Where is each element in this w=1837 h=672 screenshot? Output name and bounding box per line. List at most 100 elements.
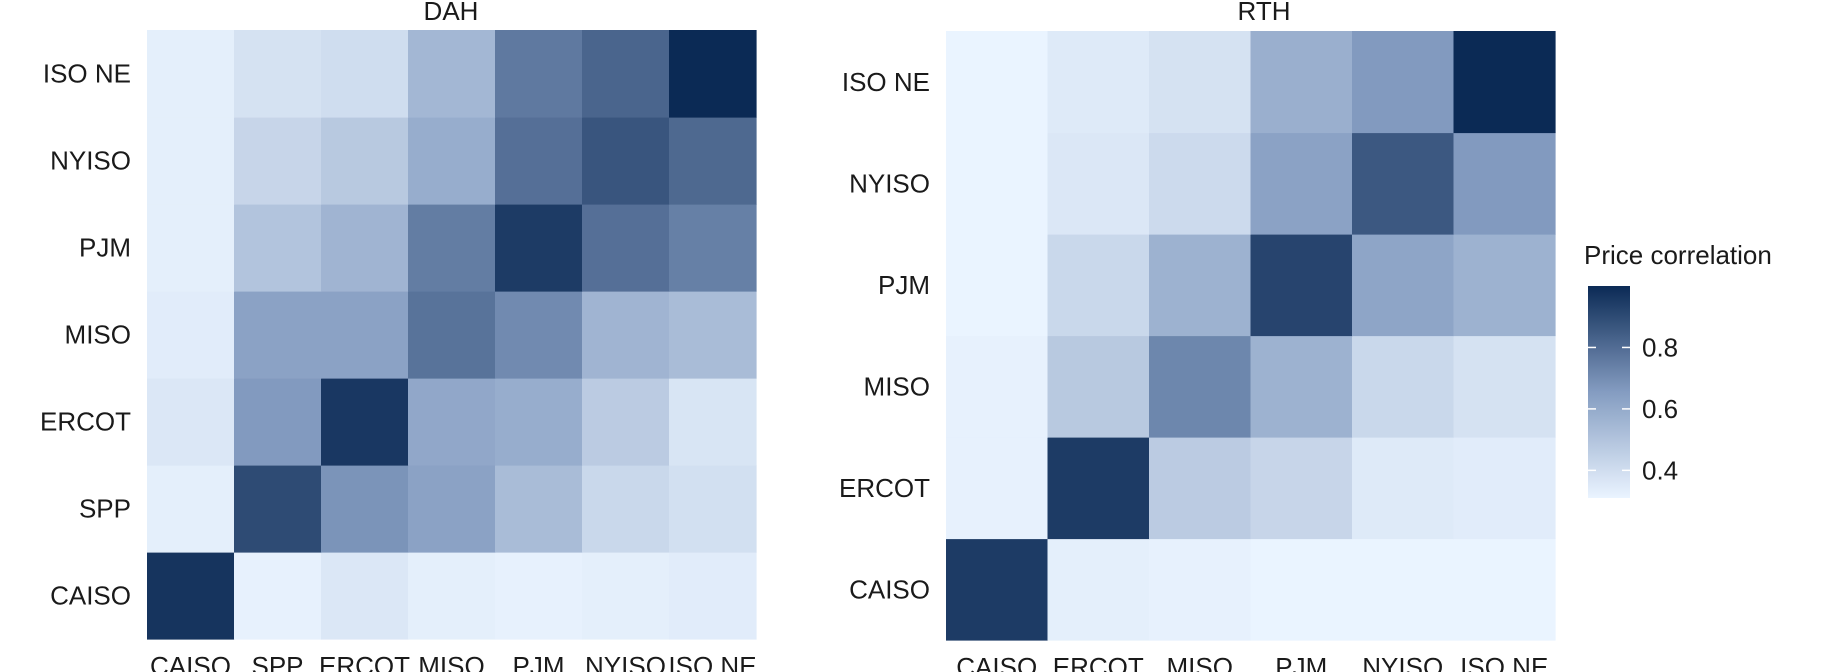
heatmap-cell bbox=[495, 552, 583, 640]
heatmap-cell bbox=[946, 437, 1049, 540]
legend-tick-label: 0.6 bbox=[1642, 394, 1678, 424]
heatmap-cell bbox=[147, 30, 235, 118]
heatmap-cell bbox=[321, 204, 409, 292]
heatmap-cell bbox=[495, 204, 583, 292]
legend-colorbar bbox=[1588, 286, 1630, 498]
heatmap-cell bbox=[669, 552, 757, 640]
heatmap-cell bbox=[669, 204, 757, 292]
y-tick-label: PJM bbox=[878, 270, 930, 300]
heatmap-cell bbox=[1352, 335, 1455, 438]
heatmap-cell bbox=[669, 465, 757, 553]
x-tick-label: ISO NE bbox=[668, 651, 756, 672]
heatmap-cell bbox=[1047, 31, 1150, 134]
x-tick-label: NYISO bbox=[585, 651, 666, 672]
heatmap-cell bbox=[234, 465, 322, 553]
heatmap-cell bbox=[1250, 132, 1353, 235]
heatmap-cell bbox=[234, 30, 322, 118]
heatmap-cell bbox=[669, 30, 757, 118]
x-tick-label: SPP bbox=[251, 651, 303, 672]
heatmap-cell bbox=[147, 117, 235, 205]
heatmap-cell bbox=[1149, 234, 1252, 337]
heatmap-cell bbox=[582, 291, 670, 379]
heatmap-cell bbox=[1250, 335, 1353, 438]
heatmap-cell bbox=[147, 465, 235, 553]
heatmap-cell bbox=[582, 465, 670, 553]
x-tick-label: MISO bbox=[418, 651, 484, 672]
heatmap-cell bbox=[669, 378, 757, 466]
y-tick-label: ISO NE bbox=[43, 59, 131, 89]
heatmap-cell bbox=[1453, 234, 1556, 337]
heatmap-cell bbox=[1250, 31, 1353, 134]
legend-tick-label: 0.4 bbox=[1642, 455, 1678, 485]
heatmap-cell bbox=[495, 30, 583, 118]
heatmap-cell bbox=[946, 132, 1049, 235]
heatmap-cell bbox=[1453, 335, 1556, 438]
heatmap-cell bbox=[669, 291, 757, 379]
heatmap-cell bbox=[495, 117, 583, 205]
x-tick-label: PJM bbox=[1275, 652, 1327, 672]
heatmap-panel-dah: DAH CAISO SPP ERCOT MISO PJM NYISO ISO NECAISO… bbox=[40, 0, 757, 672]
heatmap-cell bbox=[1352, 132, 1455, 235]
y-tick-label: PJM bbox=[79, 233, 131, 263]
heatmap-cell bbox=[1352, 234, 1455, 337]
panel-title: DAH bbox=[424, 0, 479, 26]
y-tick-label: NYISO bbox=[50, 146, 131, 176]
heatmap-cell bbox=[321, 378, 409, 466]
heatmap-cell bbox=[321, 291, 409, 379]
heatmap-cell bbox=[1352, 538, 1455, 641]
y-tick-label: MISO bbox=[864, 371, 930, 401]
heatmap-cell bbox=[582, 378, 670, 466]
heatmap-cell bbox=[1352, 437, 1455, 540]
heatmap-cell bbox=[1453, 437, 1556, 540]
heatmap-cell bbox=[1047, 234, 1150, 337]
heatmap-cell bbox=[946, 538, 1049, 641]
y-tick-label: ERCOT bbox=[839, 473, 930, 503]
x-tick-label: CAISO bbox=[956, 652, 1037, 672]
heatmap-cell bbox=[1352, 31, 1455, 134]
heatmap-cell bbox=[1149, 335, 1252, 438]
heatmap-cell bbox=[147, 552, 235, 640]
heatmap-cell bbox=[1149, 31, 1252, 134]
heatmap-cell bbox=[1250, 234, 1353, 337]
heatmap-cell bbox=[147, 204, 235, 292]
heatmap-cell bbox=[321, 552, 409, 640]
heatmap-cell bbox=[408, 204, 496, 292]
heatmap-cell bbox=[408, 291, 496, 379]
heatmap-cell bbox=[1149, 132, 1252, 235]
heatmap-cell bbox=[946, 31, 1049, 134]
heatmap-cell bbox=[582, 117, 670, 205]
heatmap-cell bbox=[1250, 538, 1353, 641]
heatmap-cell bbox=[408, 552, 496, 640]
heatmap-cell bbox=[946, 335, 1049, 438]
heatmap-cell bbox=[946, 234, 1049, 337]
heatmap-cell bbox=[1453, 132, 1556, 235]
heatmap-cell bbox=[408, 30, 496, 118]
heatmap-cell bbox=[234, 552, 322, 640]
heatmap-cell bbox=[147, 291, 235, 379]
y-tick-label: ISO NE bbox=[842, 67, 930, 97]
x-tick-label: PJM bbox=[513, 651, 565, 672]
x-tick-label: ERCOT bbox=[1053, 652, 1144, 672]
heatmap-cell bbox=[495, 291, 583, 379]
y-tick-label: SPP bbox=[79, 494, 131, 524]
heatmap-cell bbox=[1047, 538, 1150, 641]
legend: Price correlation 0.8 0.6 0.4 bbox=[1584, 240, 1772, 498]
legend-tick-label: 0.8 bbox=[1642, 332, 1678, 362]
legend-title: Price correlation bbox=[1584, 240, 1772, 270]
heatmap-cell bbox=[408, 465, 496, 553]
y-tick-label: ERCOT bbox=[40, 407, 131, 437]
heatmap-cell bbox=[1453, 31, 1556, 134]
x-tick-label: ISO NE bbox=[1460, 652, 1548, 672]
y-tick-label: MISO bbox=[65, 320, 131, 350]
heatmap-cell bbox=[1047, 335, 1150, 438]
heatmap-cell bbox=[147, 378, 235, 466]
heatmap-panel-rth: RTH CAISO ERCOT MISO PJM NYISO ISO NE CAISO ERC… bbox=[839, 0, 1556, 672]
heatmap-cell bbox=[669, 117, 757, 205]
y-tick-label: CAISO bbox=[849, 574, 930, 604]
y-tick-label: CAISO bbox=[50, 581, 131, 611]
heatmap-cell bbox=[495, 378, 583, 466]
heatmap-cell bbox=[1250, 437, 1353, 540]
heatmap-cell bbox=[582, 552, 670, 640]
heatmap-cell bbox=[495, 465, 583, 553]
heatmap-cell bbox=[582, 204, 670, 292]
